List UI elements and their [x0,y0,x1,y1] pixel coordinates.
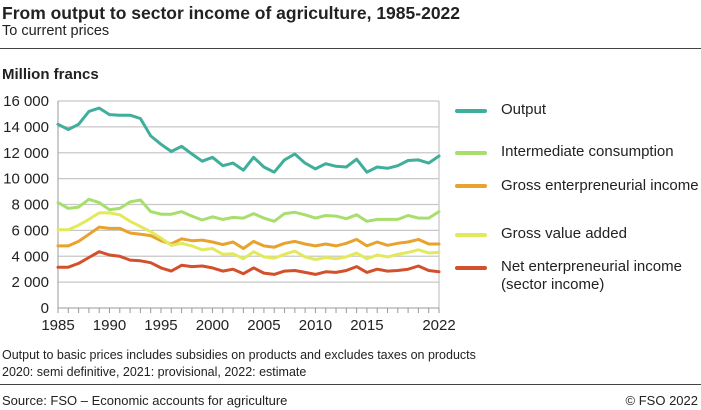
legend-swatch [455,184,487,188]
legend-label: Gross enterpreneurial income [501,177,699,194]
legend-label: Net enterpreneurial income (sector incom… [501,258,682,293]
legend-swatch [455,151,487,155]
y-tick-label: 12 000 [3,145,49,162]
footnote-1: Output to basic prices includes subsidie… [2,348,476,362]
x-tick-label: 1995 [144,317,177,334]
chart-subtitle: To current prices [2,23,110,39]
y-tick-label: 14 000 [3,119,49,136]
x-tick-label: 2005 [247,317,280,334]
y-tick-label: 10 000 [3,171,49,188]
legend-swatch [455,233,487,237]
header-divider [0,48,701,49]
x-tick-label: 2000 [196,317,229,334]
series-line-4 [56,250,441,276]
y-tick-label: 8 000 [11,197,49,214]
line-chart: 0 2 000 4 000 6 000 8 000 10 000 12 000 14 000 1… [3,93,456,334]
legend-label: Output [501,101,547,118]
legend-swatch [455,109,487,113]
y-tick-label: 6 000 [11,222,49,239]
series-line-2 [56,225,441,250]
footer-divider [0,384,701,385]
series-line-0 [56,106,441,174]
series-line-1 [56,197,441,223]
chart-title: From output to sector income of agricult… [2,3,461,23]
x-tick-label: 1985 [41,317,74,334]
y-tick-label: 2 000 [11,274,49,291]
y-tick-label: 16 000 [3,93,49,110]
copyright-text: © FSO 2022 [625,393,698,408]
legend-label: Intermediate consumption [501,143,674,160]
x-tick-label: 1990 [93,317,126,334]
legend-swatch [455,266,487,270]
y-tick-label: 4 000 [11,248,49,265]
x-tick-label: 2022 [422,317,455,334]
y-axis-label: Million francs [2,66,99,83]
series-line-3 [56,211,441,261]
x-tick-label: 2010 [299,317,332,334]
footnote-2: 2020: semi definitive, 2021: provisional… [2,365,307,379]
source-text: Source: FSO – Economic accounts for agri… [2,393,288,408]
legend-label: Gross value added [501,225,627,242]
x-tick-label: 2015 [350,317,383,334]
y-tick-label: 0 [41,300,49,317]
